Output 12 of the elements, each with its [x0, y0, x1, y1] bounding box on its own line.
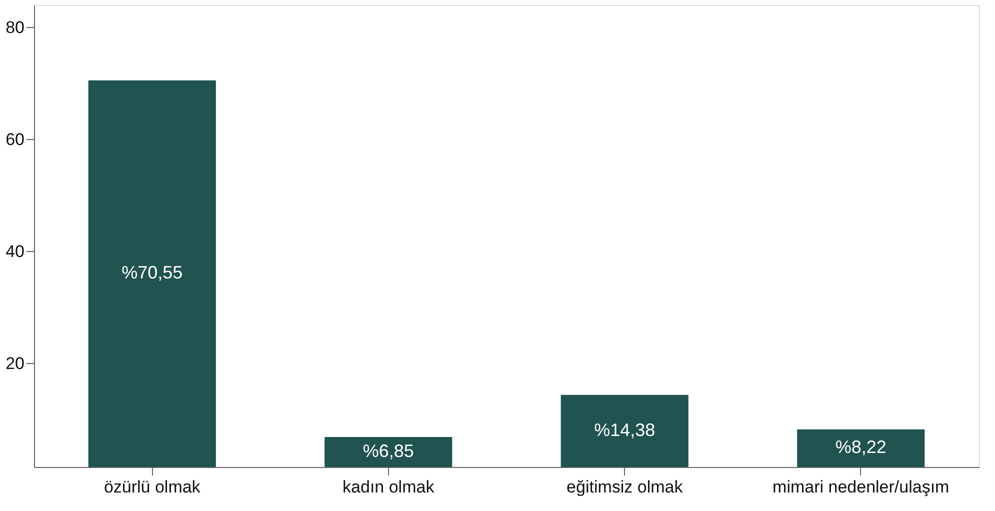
data-label: %6,85	[362, 441, 414, 462]
data-label: %8,22	[835, 437, 886, 458]
data-label: %14,38	[594, 420, 656, 440]
y-tick-label: 80	[6, 18, 24, 37]
data-label: %70,55	[122, 262, 183, 283]
x-tick-label: eğitimsiz olmak	[566, 478, 684, 496]
y-tick-label: 20	[6, 354, 24, 373]
y-tick-label: 40	[6, 242, 24, 261]
x-tick-label: özürlü olmak	[104, 478, 201, 496]
y-tick-label: 60	[6, 130, 24, 149]
x-tick-label: kadın olmak	[342, 478, 435, 496]
x-tick-label: mimari nedenler/ulaşım	[772, 478, 950, 496]
